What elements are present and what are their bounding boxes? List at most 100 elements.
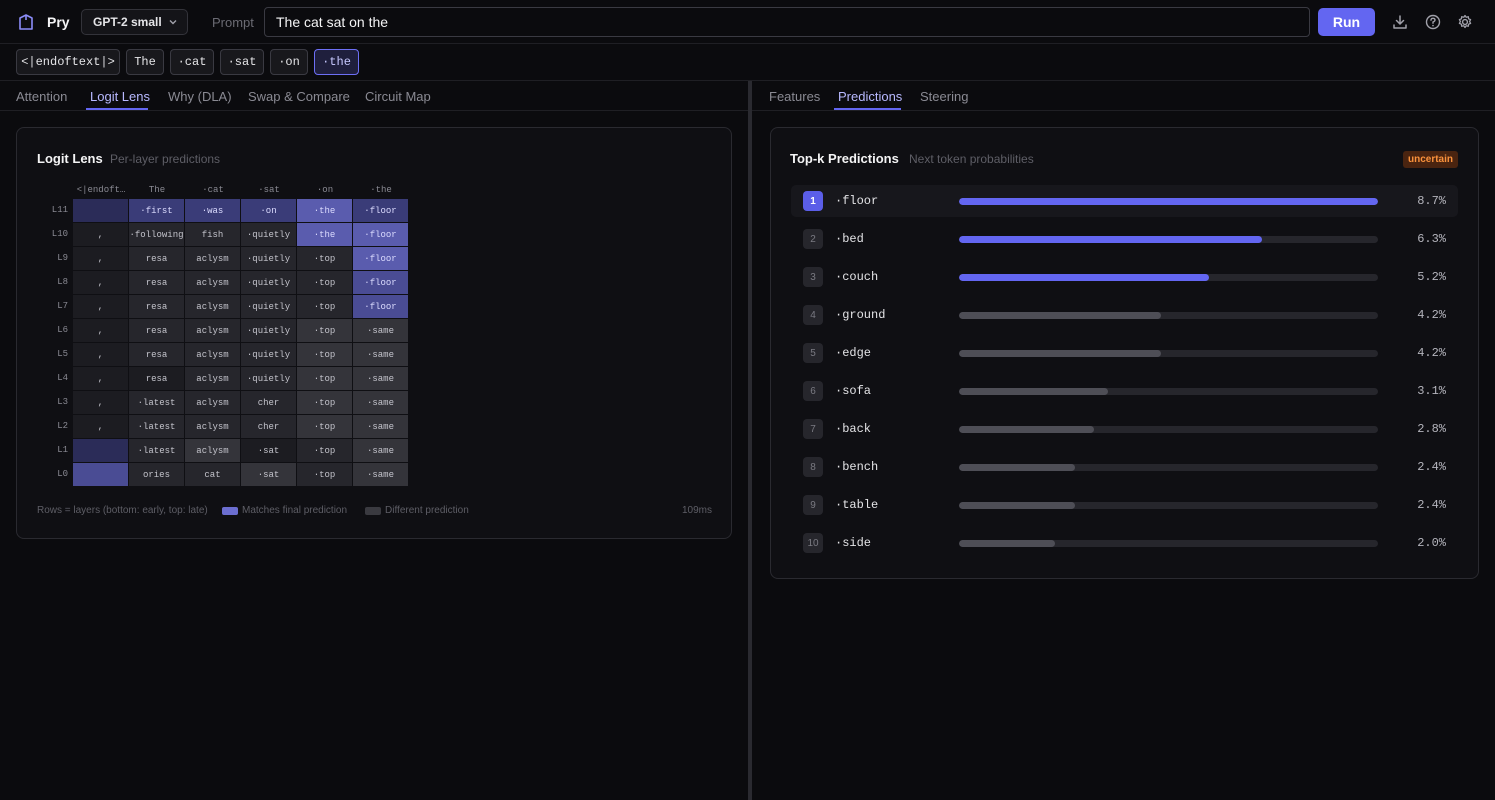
lens-cell[interactable]: resa <box>129 319 184 342</box>
lens-cell[interactable]: aclysm <box>185 439 240 462</box>
lens-cell[interactable]: aclysm <box>185 415 240 438</box>
token-chip[interactable]: ·on <box>270 49 308 75</box>
lens-cell[interactable]: ·quietly <box>241 247 296 270</box>
lens-cell[interactable]: ·quietly <box>241 343 296 366</box>
lens-cell[interactable]: ·top <box>297 367 352 390</box>
prediction-row[interactable]: 5 ·edge 4.2% <box>791 337 1458 369</box>
lens-cell[interactable]: ·floor <box>353 271 408 294</box>
lens-cell[interactable]: ·top <box>297 247 352 270</box>
lens-cell[interactable]: resa <box>129 367 184 390</box>
lens-cell[interactable]: , <box>73 415 128 438</box>
prediction-row[interactable]: 1 ·floor 8.7% <box>791 185 1458 217</box>
lens-cell[interactable]: ·the <box>297 199 352 222</box>
lens-cell[interactable]: aclysm <box>185 295 240 318</box>
tab-logit-lens[interactable]: Logit Lens <box>90 89 150 104</box>
lens-cell[interactable]: ·sat <box>241 439 296 462</box>
lens-cell[interactable]: ·top <box>297 463 352 486</box>
lens-cell[interactable]: , <box>73 223 128 246</box>
lens-cell[interactable]: aclysm <box>185 367 240 390</box>
lens-cell[interactable]: ·top <box>297 271 352 294</box>
tab-circuit-map[interactable]: Circuit Map <box>365 89 431 104</box>
tab-swap-compare[interactable]: Swap & Compare <box>248 89 350 104</box>
lens-cell[interactable]: cher <box>241 415 296 438</box>
lens-cell[interactable]: resa <box>129 271 184 294</box>
lens-cell[interactable]: ·top <box>297 343 352 366</box>
prediction-row[interactable]: 9 ·table 2.4% <box>791 489 1458 521</box>
lens-cell[interactable] <box>73 439 128 462</box>
tab-attention[interactable]: Attention <box>16 89 68 104</box>
lens-cell[interactable]: , <box>73 295 128 318</box>
prediction-row[interactable]: 6 ·sofa 3.1% <box>791 375 1458 407</box>
tab-features[interactable]: Features <box>769 89 821 104</box>
lens-cell[interactable]: ·floor <box>353 223 408 246</box>
lens-cell[interactable]: fish <box>185 223 240 246</box>
token-chip[interactable]: ·cat <box>170 49 214 75</box>
lens-cell[interactable]: resa <box>129 343 184 366</box>
lens-cell[interactable]: , <box>73 271 128 294</box>
help-icon[interactable] <box>1424 13 1442 31</box>
lens-cell[interactable] <box>73 463 128 486</box>
token-chip[interactable]: <|endoftext|> <box>16 49 120 75</box>
lens-cell[interactable]: , <box>73 343 128 366</box>
lens-cell[interactable]: ·latest <box>129 439 184 462</box>
tab-why-dla[interactable]: Why (DLA) <box>168 89 232 104</box>
lens-cell[interactable] <box>73 199 128 222</box>
lens-cell[interactable]: ·top <box>297 295 352 318</box>
lens-cell[interactable]: ·latest <box>129 415 184 438</box>
settings-gear-icon[interactable] <box>1456 13 1474 31</box>
lens-cell[interactable]: aclysm <box>185 319 240 342</box>
lens-cell[interactable]: , <box>73 391 128 414</box>
panel-resize-handle[interactable] <box>748 81 752 800</box>
lens-cell[interactable]: ·same <box>353 367 408 390</box>
lens-cell[interactable]: ·quietly <box>241 223 296 246</box>
prediction-row[interactable]: 3 ·couch 5.2% <box>791 261 1458 293</box>
lens-cell[interactable]: ·same <box>353 343 408 366</box>
run-button[interactable]: Run <box>1318 8 1375 36</box>
prediction-row[interactable]: 8 ·bench 2.4% <box>791 451 1458 483</box>
lens-cell[interactable]: ·same <box>353 319 408 342</box>
lens-cell[interactable]: ories <box>129 463 184 486</box>
lens-cell[interactable]: ·top <box>297 319 352 342</box>
lens-cell[interactable]: ·first <box>129 199 184 222</box>
lens-cell[interactable]: cher <box>241 391 296 414</box>
lens-cell[interactable]: ·following <box>129 223 184 246</box>
tab-predictions[interactable]: Predictions <box>838 89 903 104</box>
lens-cell[interactable]: ·was <box>185 199 240 222</box>
download-icon[interactable] <box>1391 13 1409 31</box>
lens-cell[interactable]: resa <box>129 295 184 318</box>
lens-cell[interactable]: ·the <box>297 223 352 246</box>
lens-cell[interactable]: , <box>73 319 128 342</box>
tab-steering[interactable]: Steering <box>920 89 969 104</box>
lens-cell[interactable]: aclysm <box>185 391 240 414</box>
prediction-row[interactable]: 7 ·back 2.8% <box>791 413 1458 445</box>
lens-cell[interactable]: ·quietly <box>241 271 296 294</box>
lens-cell[interactable]: ·floor <box>353 247 408 270</box>
lens-cell[interactable]: aclysm <box>185 343 240 366</box>
model-select[interactable]: GPT-2 small <box>81 9 188 35</box>
lens-cell[interactable]: ·quietly <box>241 295 296 318</box>
lens-cell[interactable]: ·latest <box>129 391 184 414</box>
token-chip[interactable]: The <box>126 49 164 75</box>
token-chip-active[interactable]: ·the <box>314 49 359 75</box>
lens-cell[interactable]: ·floor <box>353 295 408 318</box>
lens-cell[interactable]: ·quietly <box>241 367 296 390</box>
lens-cell[interactable]: , <box>73 247 128 270</box>
lens-cell[interactable]: ·floor <box>353 199 408 222</box>
lens-cell[interactable]: ·on <box>241 199 296 222</box>
lens-cell[interactable]: ·top <box>297 415 352 438</box>
lens-cell[interactable]: resa <box>129 247 184 270</box>
lens-cell[interactable]: ·same <box>353 415 408 438</box>
lens-cell[interactable]: ·sat <box>241 463 296 486</box>
lens-cell[interactable]: ·same <box>353 463 408 486</box>
lens-cell[interactable]: , <box>73 367 128 390</box>
lens-cell[interactable]: aclysm <box>185 247 240 270</box>
prediction-row[interactable]: 10 ·side 2.0% <box>791 527 1458 559</box>
lens-cell[interactable]: ·top <box>297 439 352 462</box>
prediction-row[interactable]: 2 ·bed 6.3% <box>791 223 1458 255</box>
lens-cell[interactable]: ·top <box>297 391 352 414</box>
lens-cell[interactable]: ·quietly <box>241 319 296 342</box>
lens-cell[interactable]: ·same <box>353 439 408 462</box>
token-chip[interactable]: ·sat <box>220 49 264 75</box>
lens-cell[interactable]: cat <box>185 463 240 486</box>
prompt-input[interactable] <box>264 7 1310 37</box>
